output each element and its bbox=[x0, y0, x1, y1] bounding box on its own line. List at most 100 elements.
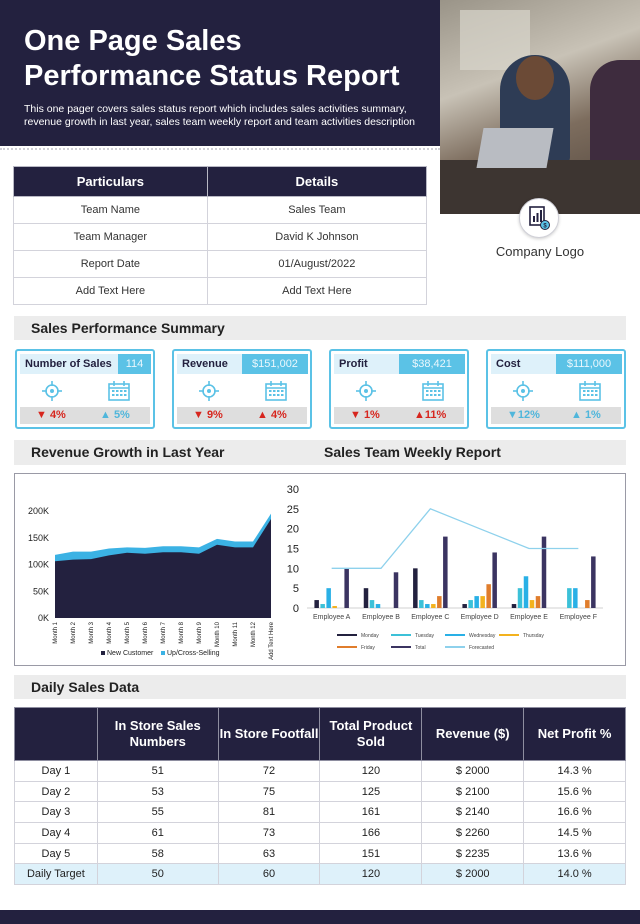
table-cell: 63 bbox=[217, 842, 321, 865]
footer-bar bbox=[0, 910, 640, 924]
table-cell: Add Text Here bbox=[206, 277, 428, 305]
table-cell: Day 4 bbox=[14, 822, 98, 844]
target-icon bbox=[41, 380, 63, 407]
forecast-line bbox=[331, 508, 579, 569]
bar-total bbox=[443, 536, 448, 608]
table-cell: Day 5 bbox=[14, 842, 98, 865]
bar-tuesday bbox=[517, 588, 523, 608]
x-tick-label: Month 10 bbox=[215, 621, 221, 647]
target-icon bbox=[355, 380, 377, 407]
table-cell: 14.0 % bbox=[523, 863, 626, 886]
kpi-value: $111,000 bbox=[556, 354, 622, 374]
table-row: Report Date 01/August/2022 bbox=[13, 250, 428, 278]
kpi-change-bar: ▼12% ▲ 1% bbox=[491, 407, 621, 424]
table-cell: 125 bbox=[319, 780, 423, 803]
page-subtitle: This one pager covers sales status repor… bbox=[24, 103, 416, 128]
bar-tuesday bbox=[369, 600, 375, 608]
charts-box: 0K 50K 100K 150K 200K Month 1 Month 2 Month 3 Mo… bbox=[14, 473, 626, 666]
table-cell: David K Johnson bbox=[206, 223, 428, 251]
table-row: Day 1 51 72 120 $ 2000 14.3 % bbox=[14, 760, 626, 782]
bar-monday bbox=[314, 600, 319, 608]
bar-total bbox=[393, 572, 399, 608]
kpi-card-revenue: Revenue $151,002 ▼ 9% ▲ 4% bbox=[172, 349, 312, 429]
table-cell: 51 bbox=[96, 760, 219, 782]
calendar-icon bbox=[107, 380, 131, 407]
table-row: Day 2 53 75 125 $ 2100 15.6 % bbox=[14, 780, 626, 803]
table-cell: 15.6 % bbox=[523, 780, 626, 803]
kpi-value: $151,002 bbox=[242, 354, 308, 374]
legend-label: Forecasted bbox=[469, 645, 494, 651]
target-icon bbox=[512, 380, 534, 407]
bar-thursday bbox=[480, 596, 485, 608]
bar-wednesday bbox=[573, 588, 578, 608]
kpi-change-b: ▲ 5% bbox=[100, 409, 130, 421]
table-cell: 50 bbox=[96, 863, 219, 886]
table-cell: 53 bbox=[96, 780, 219, 803]
table-row: Team Manager David K Johnson bbox=[13, 223, 428, 251]
bar-wednesday bbox=[326, 588, 331, 608]
bar-thursday bbox=[529, 600, 535, 608]
x-tick-label: Month 8 bbox=[179, 621, 185, 643]
company-logo-icon: $ bbox=[519, 198, 559, 238]
kpi-change-b: ▲ 4% bbox=[257, 409, 287, 421]
y-tick-label: 100K bbox=[28, 560, 49, 570]
x-tick-label: Month 2 bbox=[71, 621, 77, 643]
kpi-label: Cost bbox=[491, 354, 556, 374]
kpi-label: Profit bbox=[334, 354, 399, 374]
bar-tuesday bbox=[320, 604, 325, 608]
column-header: Details bbox=[206, 166, 428, 197]
table-cell: Team Manager bbox=[13, 223, 208, 251]
kpi-value: 114 bbox=[118, 354, 151, 374]
table-cell: 120 bbox=[319, 863, 423, 886]
legend-label: Thursday bbox=[523, 633, 544, 639]
x-tick-label: Employee E bbox=[510, 614, 548, 621]
legend-label: Monday bbox=[361, 633, 379, 639]
y-tick-label: 25 bbox=[287, 504, 299, 516]
bar-wednesday bbox=[523, 576, 529, 608]
x-tick-label: Add Text Here bbox=[269, 621, 275, 660]
y-tick-label: 0 bbox=[293, 603, 299, 615]
table-cell: 75 bbox=[217, 780, 321, 803]
column-header: Net Profit % bbox=[523, 707, 626, 761]
table-cell: Day 3 bbox=[14, 801, 98, 824]
x-tick-label: Employee F bbox=[560, 614, 597, 621]
bar-friday bbox=[535, 596, 541, 608]
table-cell: $ 2000 bbox=[421, 863, 525, 886]
bar-tuesday bbox=[567, 588, 572, 608]
team-photo bbox=[440, 0, 640, 214]
table-cell: 151 bbox=[319, 842, 423, 865]
kpi-change-bar: ▼ 4% ▲ 5% bbox=[20, 407, 150, 424]
y-tick-label: 30 bbox=[287, 484, 299, 496]
bar-wednesday bbox=[425, 604, 430, 608]
column-header: Particulars bbox=[13, 166, 208, 197]
summary-section-title: Sales Performance Summary bbox=[14, 316, 626, 340]
bar-tuesday bbox=[419, 600, 424, 608]
daily-sales-table: In Store Sales Numbers In Store Footfall… bbox=[14, 707, 626, 886]
revenue-growth-title: Revenue Growth in Last Year bbox=[31, 444, 225, 460]
bar-friday bbox=[437, 596, 442, 608]
bar-monday bbox=[462, 604, 467, 608]
table-row: Add Text Here Add Text Here bbox=[13, 277, 428, 305]
legend-label: Total bbox=[415, 645, 426, 651]
table-cell: Report Date bbox=[13, 250, 208, 278]
table-cell: $ 2140 bbox=[421, 801, 525, 824]
table-cell: Daily Target bbox=[14, 863, 98, 886]
column-header: Revenue ($) bbox=[421, 707, 525, 761]
x-tick-label: Month 9 bbox=[197, 621, 203, 643]
kpi-change-bar: ▼ 1% ▲11% bbox=[334, 407, 464, 424]
kpi-change-bar: ▼ 9% ▲ 4% bbox=[177, 407, 307, 424]
bar-friday bbox=[486, 584, 491, 608]
revenue-growth-chart: 0K 50K 100K 150K 200K Month 1 Month 2 Month 3 Mo… bbox=[28, 506, 275, 660]
weekly-report-chart: 0 5 10 15 20 25 30 Employee A Employee B Employee… bbox=[287, 484, 603, 651]
table-cell: 61 bbox=[96, 822, 219, 844]
calendar-icon bbox=[264, 380, 288, 407]
table-row: Team Name Sales Team bbox=[13, 196, 428, 224]
svg-text:$: $ bbox=[543, 224, 547, 230]
legend-label: Tuesday bbox=[415, 633, 434, 639]
table-cell: 81 bbox=[217, 801, 321, 824]
table-cell: 161 bbox=[319, 801, 423, 824]
table-cell: 14.5 % bbox=[523, 822, 626, 844]
table-cell: $ 2235 bbox=[421, 842, 525, 865]
calendar-icon bbox=[421, 380, 445, 407]
